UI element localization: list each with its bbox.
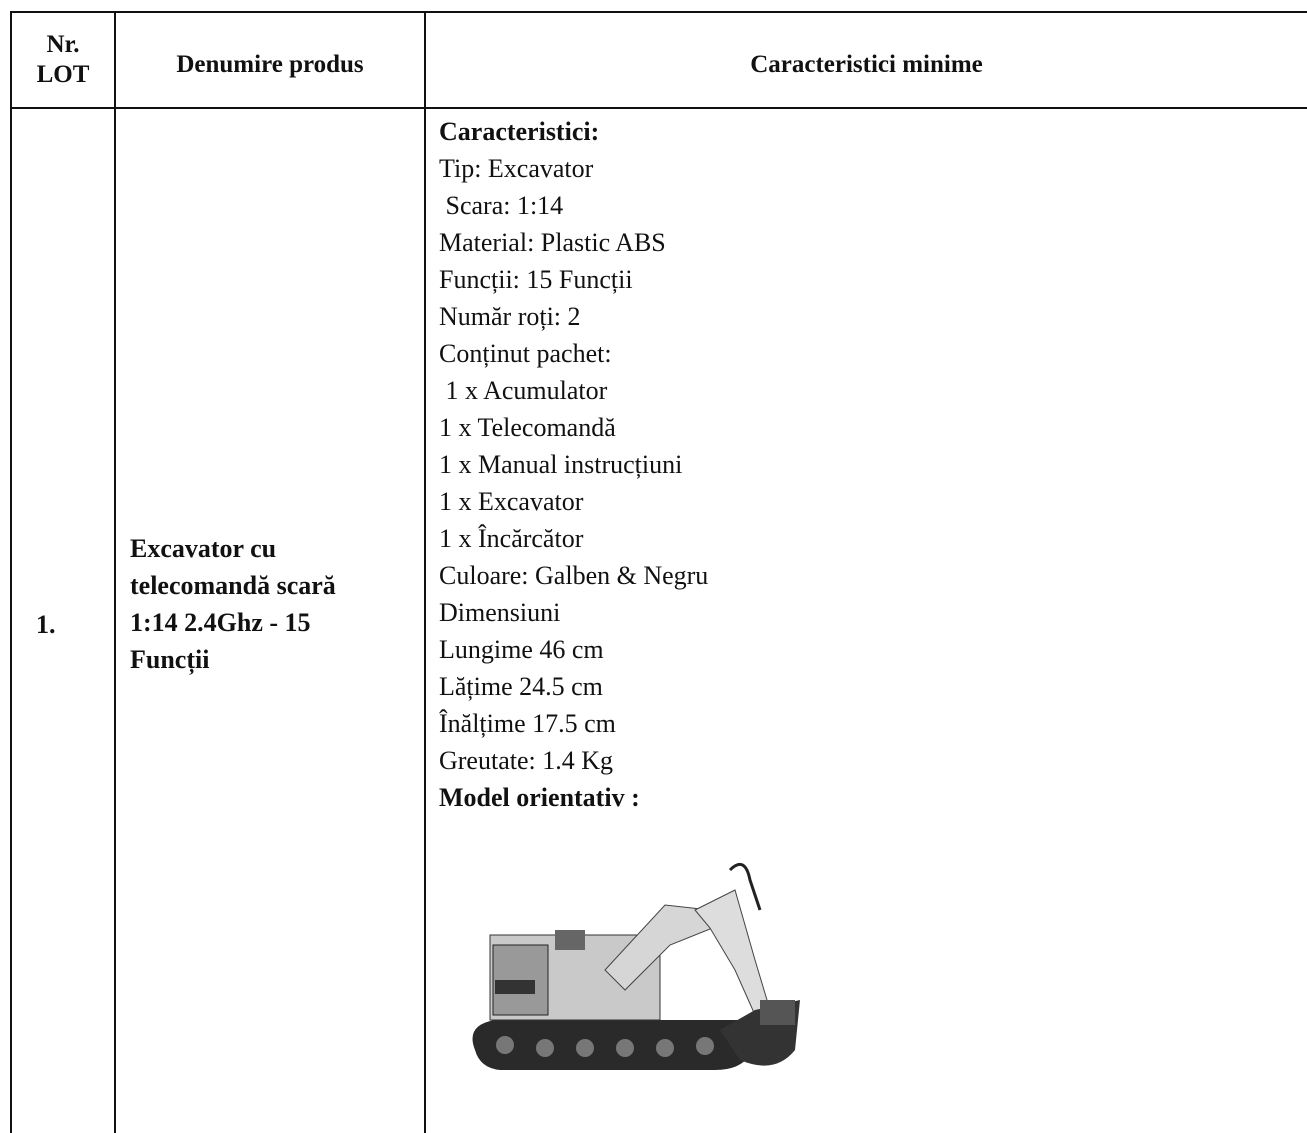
table-border xyxy=(114,11,116,1133)
chars-line: 1 x Încărcător xyxy=(439,524,584,553)
header-text: Nr. LOT xyxy=(36,31,90,88)
header-cell: Nr. LOT xyxy=(12,30,114,90)
product-image xyxy=(472,862,800,1070)
chars-line: Lățime 24.5 cm xyxy=(439,672,603,701)
chars-line: 1 x Telecomandă xyxy=(439,413,616,442)
product-name: Excavator cu telecomandă scară 1:14 2.4Ghz… xyxy=(130,530,336,678)
chars-line: Tip: Excavator xyxy=(439,154,594,183)
characteristics: Caracteristici: Tip: Excavator Scara: 1:… xyxy=(439,113,708,816)
name-line: Funcții xyxy=(130,645,210,674)
chars-line: Conținut pachet: xyxy=(439,339,612,368)
chars-lines: Tip: Excavator Scara: 1:14 Material: Plas… xyxy=(439,150,708,779)
table-border xyxy=(10,11,12,1133)
chars-line: Dimensiuni xyxy=(439,598,561,627)
chars-line: 1 x Manual instrucțiuni xyxy=(439,450,683,479)
chars-line: Greutate: 1.4 Kg xyxy=(439,746,614,775)
chars-line: 1 x Acumulator xyxy=(439,376,608,405)
name-line: 1:14 2.4Ghz - 15 xyxy=(130,608,311,637)
chars-line: Culoare: Galben & Negru xyxy=(439,561,709,590)
table-border xyxy=(10,11,1307,13)
header-cell: Denumire produs xyxy=(176,51,364,78)
chars-line: Înălțime 17.5 cm xyxy=(439,709,616,738)
header-cell: Caracteristici minime xyxy=(750,51,983,78)
chars-footer: Model orientativ : xyxy=(439,783,640,812)
table-border xyxy=(10,107,1307,109)
table-border xyxy=(424,11,426,1133)
row-number: 1. xyxy=(36,610,56,639)
chars-line: Lungime 46 cm xyxy=(439,635,604,664)
chars-heading: Caracteristici: xyxy=(439,117,600,146)
chars-line: Funcții: 15 Funcții xyxy=(439,265,633,294)
chars-line: Scara: 1:14 xyxy=(439,191,564,220)
chars-line: 1 x Excavator xyxy=(439,487,584,516)
chars-line: Număr roți: 2 xyxy=(439,302,581,331)
name-line: telecomandă scară xyxy=(130,571,336,600)
name-line: Excavator cu xyxy=(130,534,277,563)
chars-line: Material: Plastic ABS xyxy=(439,228,666,257)
